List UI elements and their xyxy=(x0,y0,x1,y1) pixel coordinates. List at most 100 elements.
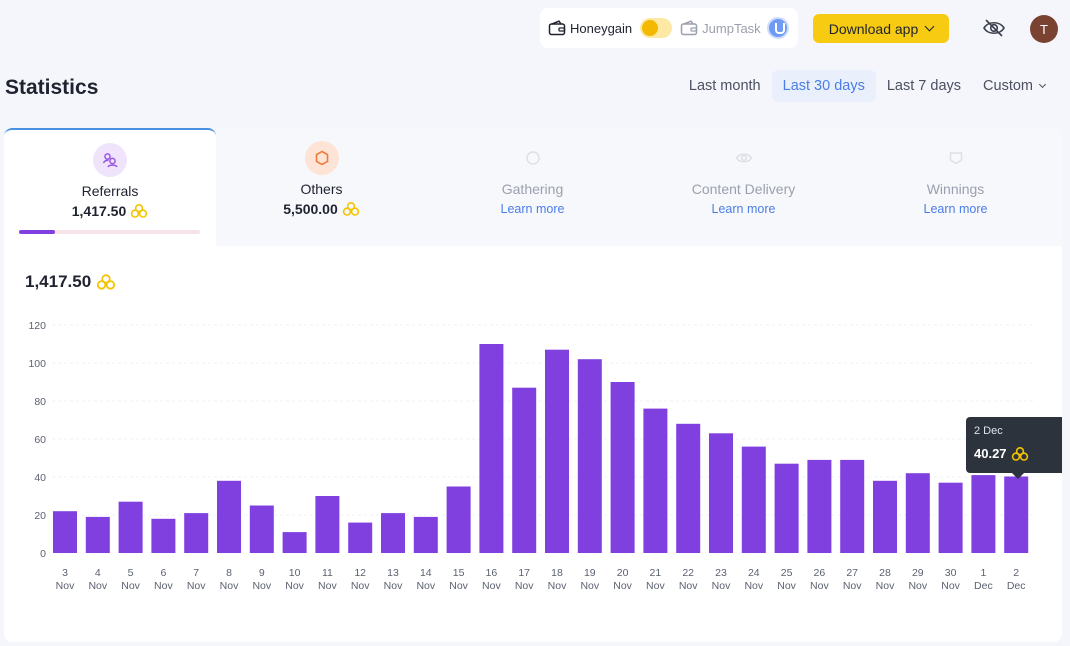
tab-others-label: Others xyxy=(300,181,343,197)
download-app-button[interactable]: Download app xyxy=(813,14,949,43)
x-tick-label-month: Nov xyxy=(449,580,468,592)
x-tick-label-day: 18 xyxy=(551,567,563,579)
bar-25-nov[interactable] xyxy=(774,463,799,553)
app-switcher: Honeygain JumpTask xyxy=(540,8,798,48)
jumptask-switch-item[interactable]: JumpTask xyxy=(680,20,761,36)
x-tick-label-month: Nov xyxy=(121,580,140,592)
x-tick-label-month: Nov xyxy=(220,580,239,592)
bar-23-nov[interactable] xyxy=(709,433,733,553)
tab-winnings[interactable]: Winnings Learn more xyxy=(849,128,1062,246)
y-tick-label: 60 xyxy=(34,434,46,446)
bar-3-nov[interactable] xyxy=(53,511,77,553)
bar-5-nov[interactable] xyxy=(118,501,143,553)
bar-22-nov[interactable] xyxy=(676,423,701,553)
referrals-progress-bar xyxy=(19,230,200,234)
app-toggle[interactable] xyxy=(640,18,673,38)
chart-tooltip: 2 Dec 40.27 xyxy=(966,417,1062,479)
x-tick-label-day: 1 xyxy=(980,567,986,579)
tab-referrals[interactable]: Referrals 1,417.50 xyxy=(4,128,216,246)
statistics-panel: Referrals 1,417.50 Others 5,5 xyxy=(4,128,1062,642)
tab-others[interactable]: Others 5,500.00 xyxy=(216,128,427,246)
others-hexagon-icon xyxy=(304,141,339,175)
bar-14-nov[interactable] xyxy=(413,516,438,553)
bar-9-nov[interactable] xyxy=(249,505,274,554)
bar-18-nov[interactable] xyxy=(545,349,569,553)
honeycoin-icon xyxy=(342,202,359,216)
bar-28-nov[interactable] xyxy=(873,480,897,553)
period-last-30-days[interactable]: Last 30 days xyxy=(771,70,876,102)
x-tick-label-day: 6 xyxy=(160,567,166,579)
x-tick-label-month: Nov xyxy=(482,580,501,592)
y-tick-label: 0 xyxy=(40,548,46,560)
hide-balance-eye-icon[interactable] xyxy=(982,18,1006,38)
x-tick-label-day: 30 xyxy=(945,567,957,579)
page-title: Statistics xyxy=(5,76,99,99)
selected-total: 1,417.50 xyxy=(25,272,116,292)
bar-6-nov[interactable] xyxy=(151,518,176,553)
bar-8-nov[interactable] xyxy=(217,480,241,553)
x-tick-label-day: 26 xyxy=(814,567,826,579)
x-tick-label-month: Dec xyxy=(974,580,993,592)
bar-29-nov[interactable] xyxy=(905,473,930,553)
x-tick-label-day: 2 xyxy=(1013,567,1019,579)
x-tick-label-day: 3 xyxy=(62,567,68,579)
bar-10-nov[interactable] xyxy=(282,532,307,553)
avatar[interactable]: T xyxy=(1030,15,1058,43)
gathering-learn-more-link[interactable]: Learn more xyxy=(500,202,565,216)
honeygain-switch-item[interactable]: Honeygain xyxy=(548,20,632,36)
x-tick-label-day: 7 xyxy=(193,567,199,579)
jumptask-label: JumpTask xyxy=(702,20,761,36)
x-tick-label-day: 8 xyxy=(226,567,232,579)
x-tick-label-day: 4 xyxy=(95,567,101,579)
others-value-text: 5,500.00 xyxy=(283,201,338,217)
tab-referrals-value: 1,417.50 xyxy=(72,203,149,219)
x-tick-label-month: Nov xyxy=(285,580,304,592)
y-tick-label: 100 xyxy=(28,358,46,370)
bar-21-nov[interactable] xyxy=(643,408,668,553)
bar-13-nov[interactable] xyxy=(381,513,405,553)
x-tick-label-month: Nov xyxy=(613,580,632,592)
bar-20-nov[interactable] xyxy=(610,382,635,553)
toggle-knob xyxy=(642,20,659,36)
bar-12-nov[interactable] xyxy=(348,522,373,553)
bar-2-dec[interactable] xyxy=(1004,476,1029,553)
x-tick-label-day: 20 xyxy=(617,567,629,579)
bar-11-nov[interactable] xyxy=(315,496,340,553)
winnings-learn-more-link[interactable]: Learn more xyxy=(923,202,988,216)
content-delivery-learn-more-link[interactable]: Learn more xyxy=(711,202,776,216)
x-tick-label-month: Dec xyxy=(1007,580,1026,592)
bar-7-nov[interactable] xyxy=(184,513,209,553)
x-tick-label-month: Nov xyxy=(548,580,567,592)
x-tick-label-day: 17 xyxy=(518,567,530,579)
x-tick-label-month: Nov xyxy=(876,580,895,592)
referrals-value-text: 1,417.50 xyxy=(71,203,127,219)
bar-27-nov[interactable] xyxy=(840,459,865,553)
period-last-7-days[interactable]: Last 7 days xyxy=(886,78,962,94)
bar-26-nov[interactable] xyxy=(807,459,832,553)
bar-1-dec[interactable] xyxy=(971,475,996,553)
period-custom[interactable]: Custom xyxy=(972,70,1056,102)
bar-16-nov[interactable] xyxy=(479,344,504,553)
tab-gathering-label: Gathering xyxy=(501,181,564,197)
honeycoin-icon xyxy=(97,274,116,290)
x-tick-label-day: 14 xyxy=(420,567,432,579)
tab-content-delivery[interactable]: Content Delivery Learn more xyxy=(638,128,849,246)
bar-15-nov[interactable] xyxy=(446,486,471,554)
bar-24-nov[interactable] xyxy=(741,446,766,553)
x-tick-label-month: Nov xyxy=(154,580,173,592)
referrals-progress-fill xyxy=(19,230,56,234)
x-tick-label-day: 12 xyxy=(354,567,366,579)
referrals-icon xyxy=(93,143,127,177)
wallet-icon xyxy=(548,20,566,36)
honeycoin-icon xyxy=(131,204,148,218)
referrals-bar-chart: 0204060801001203Nov4Nov5Nov6Nov7Nov8Nov9… xyxy=(28,320,1034,592)
bar-19-nov[interactable] xyxy=(577,359,602,553)
bar-17-nov[interactable] xyxy=(512,387,537,553)
bar-4-nov[interactable] xyxy=(85,516,110,553)
y-tick-label: 120 xyxy=(28,320,46,332)
x-tick-label-day: 9 xyxy=(259,567,265,579)
tooltip-value: 40.27 xyxy=(974,446,1058,461)
bar-30-nov[interactable] xyxy=(938,482,963,553)
tab-gathering[interactable]: Gathering Learn more xyxy=(427,128,638,246)
period-last-month[interactable]: Last month xyxy=(688,78,761,94)
